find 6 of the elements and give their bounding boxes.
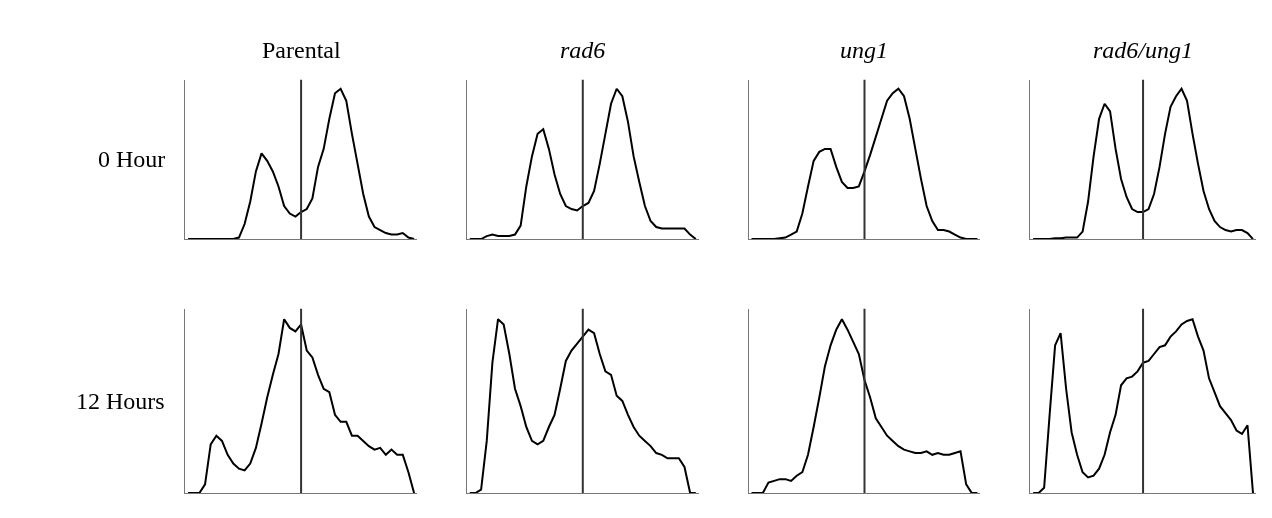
- chart-title: ung1: [840, 37, 888, 63]
- y-axis-title: 12 Hours: [76, 388, 165, 414]
- chart-title: rad6/ung1: [1093, 37, 1194, 63]
- y-axis-title: 0 Hour: [98, 146, 166, 172]
- chart-title: rad6: [560, 37, 606, 63]
- chart-title: Parental: [262, 37, 341, 63]
